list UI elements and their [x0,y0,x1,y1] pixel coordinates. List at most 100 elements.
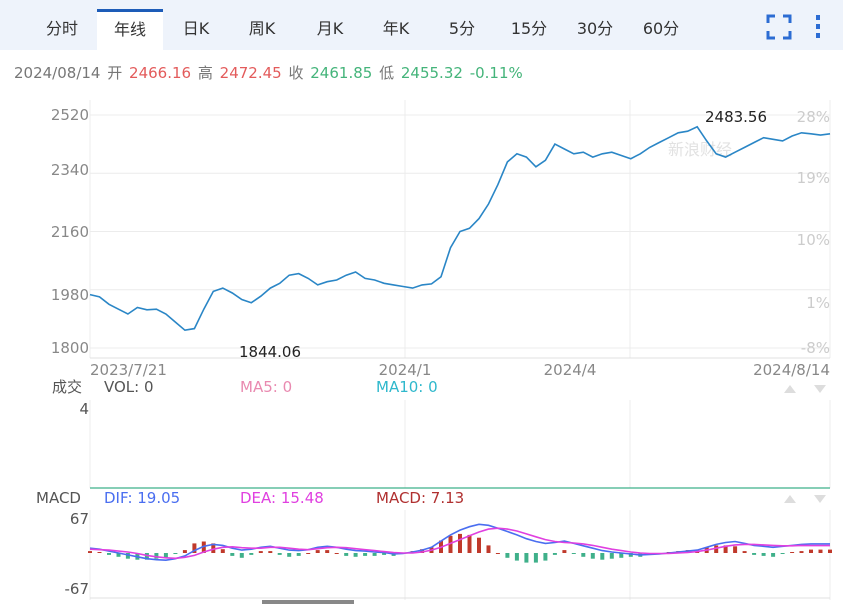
dea-legend: DEA: 15.48 [240,489,324,507]
macd-bar [258,551,263,553]
macd-bar [581,553,586,557]
macd-bar [790,552,795,553]
y-tick-label: 1800 [51,339,89,357]
tab-year-line[interactable]: 年线 [97,9,163,50]
macd-bar [771,553,776,557]
pct-tick-label: 1% [806,294,830,312]
macd-bar [590,553,595,559]
tab-monthly-k[interactable]: 月K [316,19,344,38]
macd-bar [552,553,557,555]
macd-bar [571,553,576,554]
macd-bar [799,551,804,553]
macd-bar [163,553,168,558]
macd-panel-title: MACD [36,489,81,507]
macd-bar [524,553,529,563]
macd-bar [761,553,766,556]
x-tick-label: 2024/4 [544,361,597,379]
collapse-down-icon[interactable] [814,495,826,503]
pct-tick-label: 10% [797,231,830,249]
collapse-up-icon[interactable] [784,495,796,503]
pct-tick-label: -8% [801,339,830,357]
min-price-label: 1844.06 [239,343,301,361]
macd-bar [334,553,339,554]
x-tick-label: 2024/1 [379,361,432,379]
macd-bar [742,551,747,553]
tab-yearly-k[interactable]: 年K [382,19,410,38]
macd-bar [714,545,719,553]
macd-bar [182,550,187,553]
macd-bar [562,550,567,553]
ma5-legend: MA5: 0 [240,378,292,396]
macd-bar [533,553,538,563]
macd-bar [723,545,728,553]
ma10-legend: MA10: 0 [376,378,438,396]
macd-bar [220,549,225,553]
macd-bar [353,553,358,557]
pct-tick-label: 28% [797,108,830,126]
tab-15min[interactable]: 15分 [510,19,548,38]
macd-bar [363,553,368,556]
quote-close-label: 收 [288,64,304,82]
fullscreen-icon[interactable] [766,14,792,40]
volume-panel-title: 成交 [52,378,82,396]
y-tick-label: 2160 [51,223,89,241]
scrollbar-thumb[interactable] [262,600,354,604]
macd-y-tick: -67 [65,580,90,598]
macd-bar [600,553,605,560]
tab-weekly-k[interactable]: 周K [248,19,276,38]
quote-open: 2466.16 [129,64,192,82]
quote-change: -0.11% [469,64,523,82]
macd-bar [97,552,102,553]
max-price-label: 2483.56 [705,108,767,126]
tab-5min[interactable]: 5分 [448,19,476,38]
volume-y-tick: 4 [79,400,89,418]
tab-30min[interactable]: 30分 [576,19,614,38]
tab-fenshi[interactable]: 分时 [45,19,78,38]
macd-bar [420,549,425,553]
macd-bar [230,553,235,556]
y-tick-label: 2340 [51,161,89,179]
period-tab-bar: 分时 年线 日K 周K 月K 年K 5分 15分 30分 60分 [0,0,843,50]
y-tick-label: 1980 [51,286,89,304]
macd-bar [306,553,311,554]
macd-bar [344,553,349,556]
macd-legend: MACD: 7.13 [376,489,464,507]
macd-bar [780,553,785,554]
volume-panel-controls [784,385,826,393]
macd-bar [609,553,614,559]
macd-bar [733,546,738,553]
macd-bar [211,543,216,553]
quote-bar: 2024/08/14 开 2466.16 高 2472.45 收 2461.85… [14,62,525,83]
y-tick-label: 2520 [51,106,89,124]
x-tick-label: 2024/8/14 [753,361,830,379]
macd-bar [154,553,159,559]
macd-bar [116,553,121,557]
quote-date: 2024/08/14 [14,64,101,82]
macd-bar [88,551,92,553]
macd-bar [514,553,519,561]
macd-bar [619,553,624,558]
dif-legend: DIF: 19.05 [104,489,180,507]
dea-line [89,527,830,560]
collapse-up-icon[interactable] [784,385,796,393]
macd-bar [752,553,757,555]
macd-bar [467,534,472,553]
macd-bar [543,553,548,561]
more-vertical-icon[interactable] [810,14,826,40]
macd-bar [296,553,301,556]
macd-panel-controls [784,495,826,503]
tab-daily-k[interactable]: 日K [182,19,210,38]
macd-bar [201,541,206,553]
collapse-down-icon[interactable] [814,385,826,393]
macd-bar [486,545,491,553]
macd-bar [628,553,633,557]
macd-bar [144,553,149,560]
tab-60min[interactable]: 60分 [642,19,680,38]
macd-bar [458,533,462,553]
quote-low-label: 低 [379,64,395,82]
quote-open-label: 开 [107,64,123,82]
macd-bar [125,553,130,559]
macd-bar [287,553,292,557]
x-tick-label: 2023/7/21 [90,361,167,379]
macd-bar [315,550,320,553]
